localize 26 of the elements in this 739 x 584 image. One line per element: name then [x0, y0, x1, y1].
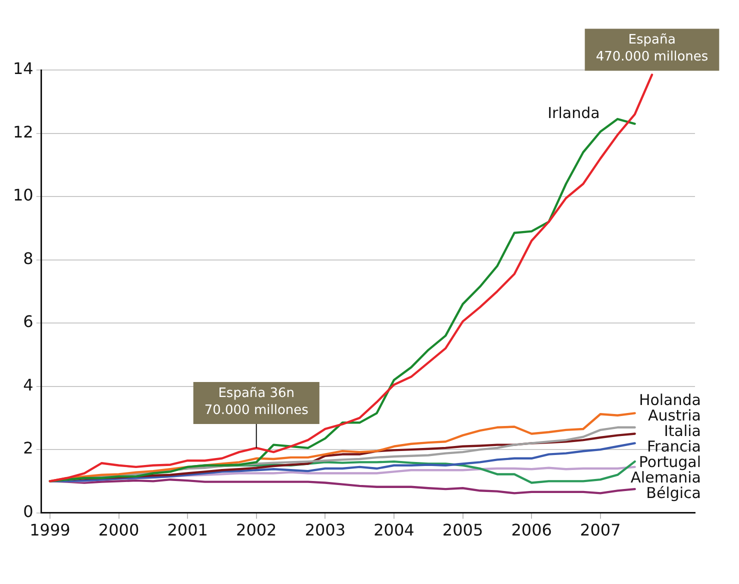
series-label: Holanda — [638, 391, 701, 410]
y-tick-label: 0 — [23, 502, 34, 521]
x-tick-label: 2002 — [236, 520, 277, 540]
y-tick-label: 8 — [23, 248, 34, 268]
y-tick-label: 14 — [13, 59, 34, 78]
y-tick-label: 4 — [23, 375, 34, 394]
y-tick-label: 2 — [23, 438, 34, 458]
series-label: Bélgica — [646, 484, 701, 502]
y-tick-label: 10 — [13, 186, 34, 205]
x-tick-label: 2007 — [580, 520, 621, 540]
x-tick-label: 1999 — [30, 520, 70, 540]
series-label: Portugal — [638, 453, 701, 472]
series-label: Irlanda — [548, 104, 600, 122]
y-tick-label: 6 — [23, 312, 34, 332]
y-tick-label: 12 — [13, 122, 34, 142]
annotation: España 470.000 millones — [596, 32, 708, 65]
annotation: España 36n 70.000 millones — [204, 386, 309, 418]
x-tick-label: 2004 — [374, 520, 414, 540]
x-tick-label: 2001 — [167, 520, 208, 540]
x-tick-label: 2003 — [304, 520, 346, 540]
x-tick-label: 2005 — [442, 520, 484, 540]
series-label: Francia — [646, 438, 701, 456]
series-label: Austria — [648, 406, 701, 425]
series-label: Italia — [664, 422, 701, 440]
x-tick-label: 2006 — [511, 520, 552, 540]
x-tick-label: 2000 — [98, 520, 140, 540]
